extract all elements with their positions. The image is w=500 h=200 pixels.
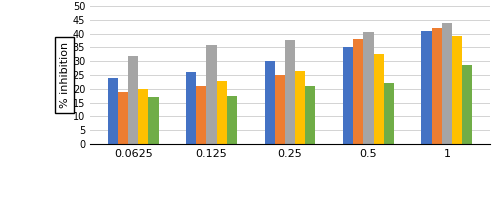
Bar [452,36,462,144]
Bar [364,32,374,144]
Bar [186,72,196,144]
Bar [118,92,128,144]
Bar [306,86,316,144]
Bar [432,28,442,144]
Bar [274,75,285,144]
Bar [216,81,227,144]
Bar [422,31,432,144]
Bar [353,39,364,144]
Bar [148,97,158,144]
Bar [227,96,237,144]
Bar [285,40,295,144]
Bar [384,83,394,144]
Bar [374,54,384,144]
Bar [138,89,148,144]
Y-axis label: % inhibition: % inhibition [60,42,70,108]
Bar [295,71,306,144]
Bar [343,47,353,144]
Bar [196,86,206,144]
Bar [206,45,216,144]
Bar [108,78,118,144]
Bar [442,23,452,144]
Bar [462,65,472,144]
Bar [264,61,274,144]
Bar [128,56,138,144]
